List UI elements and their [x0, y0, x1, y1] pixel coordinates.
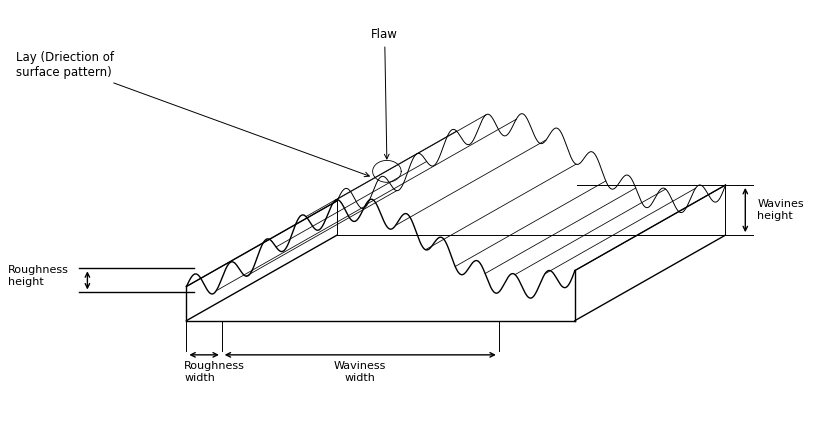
Text: Roughness
height: Roughness height	[8, 266, 69, 287]
Text: Wavines
height: Wavines height	[757, 199, 804, 221]
Text: Roughness
width: Roughness width	[184, 361, 245, 383]
Text: Lay (Driection of
surface pattern): Lay (Driection of surface pattern)	[16, 51, 370, 177]
Text: Waviness
width: Waviness width	[334, 361, 387, 383]
Text: Flaw: Flaw	[371, 28, 398, 159]
